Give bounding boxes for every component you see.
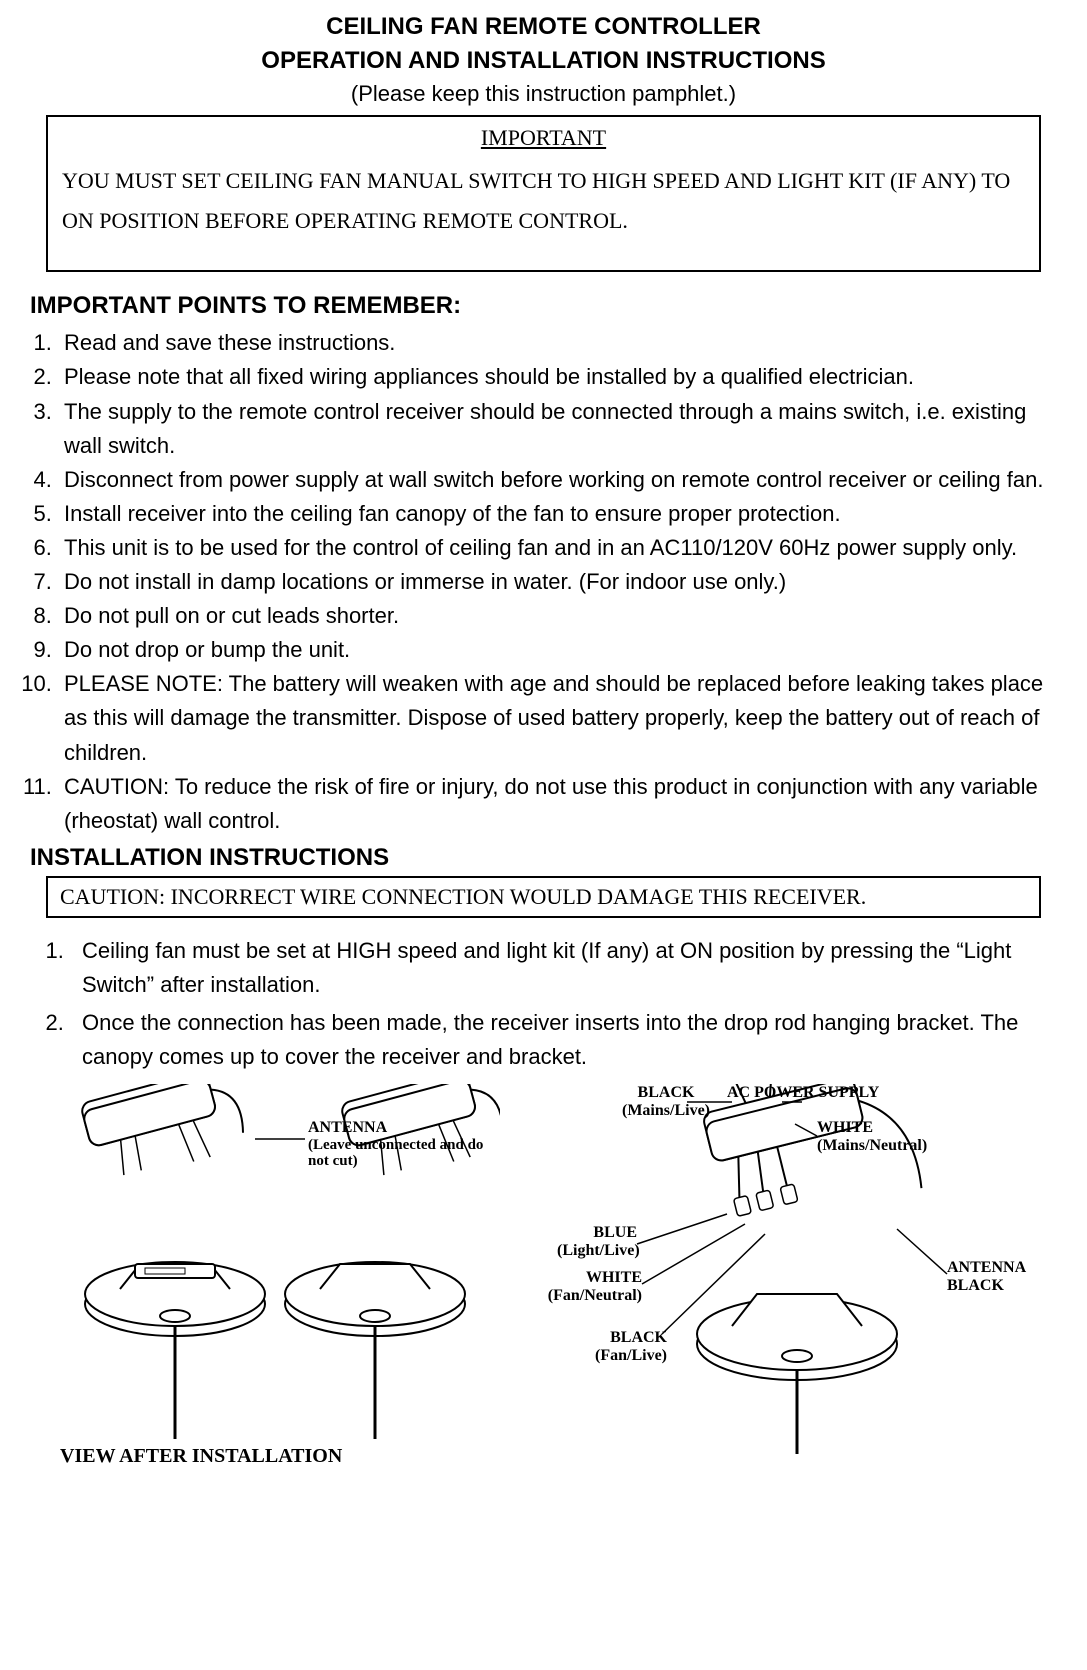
- label-text: BLACK: [622, 1084, 710, 1102]
- white-fan-label: WHITE (Fan/Neutral): [542, 1269, 642, 1304]
- view-after-install-label: VIEW AFTER INSTALLATION: [60, 1445, 342, 1468]
- title-line-2: OPERATION AND INSTALLATION INSTRUCTIONS: [30, 44, 1057, 78]
- list-item: Once the connection has been made, the r…: [70, 1006, 1057, 1074]
- antenna-label-right: ANTENNA BLACK: [947, 1259, 1026, 1294]
- title-line-1: CEILING FAN REMOTE CONTROLLER: [30, 10, 1057, 44]
- list-item: Please note that all fixed wiring applia…: [58, 360, 1057, 394]
- ac-power-label: AC POWER SUPPLY: [727, 1084, 879, 1102]
- label-text: WHITE: [542, 1269, 642, 1287]
- antenna-note-text: (Leave unconnected and do not cut): [308, 1137, 500, 1170]
- important-body: YOU MUST SET CEILING FAN MANUAL SWITCH T…: [62, 161, 1025, 240]
- list-item: This unit is to be used for the control …: [58, 531, 1057, 565]
- black-mains-label: BLACK (Mains/Live): [622, 1084, 710, 1119]
- label-text: ANTENNA: [947, 1259, 1026, 1277]
- black-fan-label: BLACK (Fan/Live): [587, 1329, 667, 1364]
- label-text: BLUE: [557, 1224, 637, 1242]
- list-item: Do not install in damp locations or imme…: [58, 565, 1057, 599]
- label-sub: (Mains/Live): [622, 1102, 710, 1120]
- label-text: BLACK: [587, 1329, 667, 1347]
- important-header: IMPORTANT: [62, 125, 1025, 151]
- list-item: PLEASE NOTE: The battery will weaken wit…: [58, 667, 1057, 769]
- label-sub: (Fan/Live): [587, 1347, 667, 1365]
- list-item: Do not pull on or cut leads shorter.: [58, 599, 1057, 633]
- label-text: WHITE: [817, 1119, 927, 1137]
- important-box: IMPORTANT YOU MUST SET CEILING FAN MANUA…: [46, 115, 1041, 272]
- diagram-right: BLACK (Mains/Live) AC POWER SUPPLY WHITE…: [527, 1084, 1047, 1464]
- list-item: Install receiver into the ceiling fan ca…: [58, 497, 1057, 531]
- caution-box: CAUTION: INCORRECT WIRE CONNECTION WOULD…: [46, 876, 1041, 918]
- installation-heading: INSTALLATION INSTRUCTIONS: [30, 844, 1057, 872]
- list-item: Do not drop or bump the unit.: [58, 633, 1057, 667]
- list-item: Ceiling fan must be set at HIGH speed an…: [70, 934, 1057, 1002]
- white-mains-label: WHITE (Mains/Neutral): [817, 1119, 927, 1154]
- antenna-label-left: ANTENNA (Leave unconnected and do not cu…: [308, 1119, 500, 1170]
- points-list: Read and save these instructions. Please…: [30, 326, 1057, 837]
- label-sub: (Fan/Neutral): [542, 1287, 642, 1305]
- label-sub: BLACK: [947, 1277, 1026, 1295]
- list-item: The supply to the remote control receive…: [58, 395, 1057, 463]
- antenna-label-text: ANTENNA: [308, 1119, 500, 1137]
- page-root: CEILING FAN REMOTE CONTROLLER OPERATION …: [0, 0, 1087, 1670]
- diagram-left: ANTENNA (Leave unconnected and do not cu…: [40, 1084, 500, 1464]
- points-heading: IMPORTANT POINTS TO REMEMBER:: [30, 292, 1057, 320]
- list-item: Disconnect from power supply at wall swi…: [58, 463, 1057, 497]
- keep-note: (Please keep this instruction pamphlet.): [30, 81, 1057, 107]
- install-steps: Ceiling fan must be set at HIGH speed an…: [30, 934, 1057, 1074]
- blue-label: BLUE (Light/Live): [557, 1224, 637, 1259]
- diagram-row: ANTENNA (Leave unconnected and do not cu…: [30, 1084, 1057, 1464]
- label-sub: (Light/Live): [557, 1242, 637, 1260]
- list-item: CAUTION: To reduce the risk of fire or i…: [58, 770, 1057, 838]
- list-item: Read and save these instructions.: [58, 326, 1057, 360]
- label-sub: (Mains/Neutral): [817, 1137, 927, 1155]
